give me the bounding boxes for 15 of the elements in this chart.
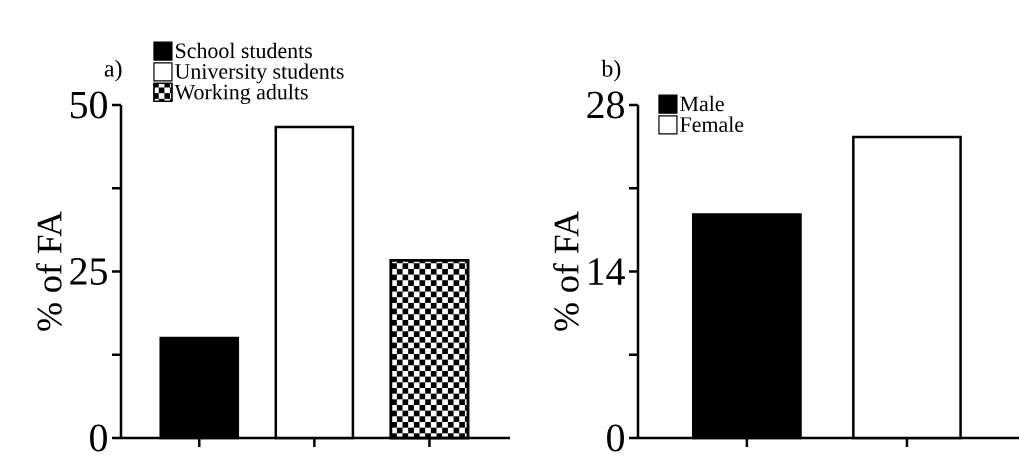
y-tick-label: 0 <box>90 424 107 452</box>
y-tick-label: 0 <box>607 424 624 452</box>
legend-label: Female <box>680 116 744 132</box>
y-tick-label: 14 <box>589 258 625 285</box>
y-tick-label: 25 <box>70 258 107 285</box>
y-tick-label: 28 <box>587 91 624 119</box>
y-axis-title: % of FA <box>553 211 579 331</box>
legend-label: Male <box>680 95 724 112</box>
legend-label: University students <box>175 63 344 84</box>
legend-label: School students <box>176 42 312 59</box>
chart-title: b) <box>601 59 621 82</box>
y-axis-title: % of FA <box>36 211 62 331</box>
legend-label: Working adults <box>174 84 308 105</box>
chart-title: a) <box>104 59 122 82</box>
y-tick-label: 50 <box>70 91 107 119</box>
